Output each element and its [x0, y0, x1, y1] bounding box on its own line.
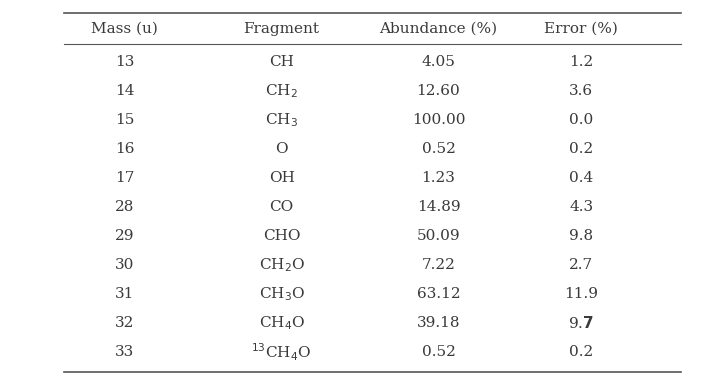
Text: Error (%): Error (%) — [544, 22, 618, 36]
Text: 12.60: 12.60 — [416, 84, 461, 98]
Text: 2.7: 2.7 — [569, 258, 593, 272]
Text: 0.2: 0.2 — [569, 345, 593, 359]
Text: 1.2: 1.2 — [569, 55, 593, 69]
Text: 31: 31 — [115, 287, 135, 301]
Text: 14: 14 — [115, 84, 135, 98]
Text: 4.05: 4.05 — [421, 55, 456, 69]
Text: 50.09: 50.09 — [416, 229, 461, 243]
Text: 30: 30 — [115, 258, 135, 272]
Text: CH$_2$O: CH$_2$O — [259, 256, 304, 274]
Text: CO: CO — [270, 200, 294, 214]
Text: Abundance (%): Abundance (%) — [379, 22, 498, 36]
Text: 7.22: 7.22 — [421, 258, 456, 272]
Text: O: O — [275, 142, 288, 156]
Text: 0.0: 0.0 — [569, 113, 593, 127]
Text: 33: 33 — [116, 345, 134, 359]
Text: 3.6: 3.6 — [569, 84, 593, 98]
Text: CH$_4$O: CH$_4$O — [259, 314, 304, 332]
Text: 15: 15 — [115, 113, 135, 127]
Text: 4.3: 4.3 — [569, 200, 593, 214]
Text: 9.$\mathbf{7}$: 9.$\mathbf{7}$ — [568, 315, 594, 331]
Text: CH$_2$: CH$_2$ — [265, 82, 298, 100]
Text: 11.9: 11.9 — [564, 287, 598, 301]
Text: 17: 17 — [115, 171, 135, 185]
Text: 13: 13 — [115, 55, 135, 69]
Text: 0.52: 0.52 — [421, 142, 456, 156]
Text: 39.18: 39.18 — [416, 316, 461, 330]
Text: 32: 32 — [115, 316, 135, 330]
Text: Mass (u): Mass (u) — [91, 22, 158, 36]
Text: 0.4: 0.4 — [569, 171, 593, 185]
Text: OH: OH — [269, 171, 294, 185]
Text: 9.8: 9.8 — [569, 229, 593, 243]
Text: CH: CH — [270, 55, 294, 69]
Text: 0.2: 0.2 — [569, 142, 593, 156]
Text: 28: 28 — [115, 200, 135, 214]
Text: CH$_3$O: CH$_3$O — [259, 285, 304, 303]
Text: 0.52: 0.52 — [421, 345, 456, 359]
Text: 16: 16 — [115, 142, 135, 156]
Text: CH$_3$: CH$_3$ — [265, 111, 298, 129]
Text: CHO: CHO — [263, 229, 300, 243]
Text: 1.23: 1.23 — [421, 171, 456, 185]
Text: $^{13}$CH$_4$O: $^{13}$CH$_4$O — [252, 342, 312, 363]
Text: 63.12: 63.12 — [416, 287, 461, 301]
Text: 14.89: 14.89 — [416, 200, 461, 214]
Text: 29: 29 — [115, 229, 135, 243]
Text: Fragment: Fragment — [244, 22, 319, 36]
Text: 100.00: 100.00 — [411, 113, 466, 127]
